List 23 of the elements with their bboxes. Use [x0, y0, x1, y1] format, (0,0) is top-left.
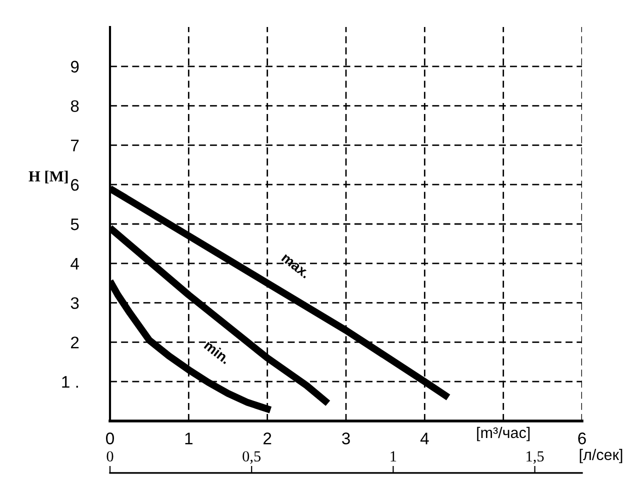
x-tick-label: 3: [342, 432, 350, 444]
y-tick-label: 1 .: [62, 376, 78, 388]
x2-tick-label: 1: [390, 451, 396, 462]
y-tick-label: 5: [70, 218, 79, 230]
y-tick-label: 8: [70, 100, 79, 112]
x-tick-label: 4: [420, 432, 429, 444]
x-axis-title: [m³/час]: [477, 426, 530, 442]
y-tick-label: 7: [71, 140, 79, 152]
x2-tick-label: 1,5: [526, 451, 544, 464]
x2-axis-title: [л/сек]: [580, 448, 622, 464]
y-axis-title: H [M]: [28, 170, 68, 184]
y-tick-label: 3: [70, 297, 79, 310]
y-tick-label: 2: [71, 336, 79, 348]
y-tick-label: 9: [70, 60, 79, 73]
y-tick-label: 6: [71, 179, 79, 191]
y-tick-label: 4: [70, 258, 79, 270]
x2-tick-label: 0: [106, 451, 114, 462]
annotation: min.: [204, 340, 231, 364]
x-tick-label: 0: [106, 432, 114, 444]
x2-tick-label: 0,5: [242, 451, 261, 464]
x-tick-label: 2: [264, 432, 272, 444]
x-tick-label: 6: [578, 432, 586, 444]
x-tick-label: 1: [185, 432, 192, 444]
